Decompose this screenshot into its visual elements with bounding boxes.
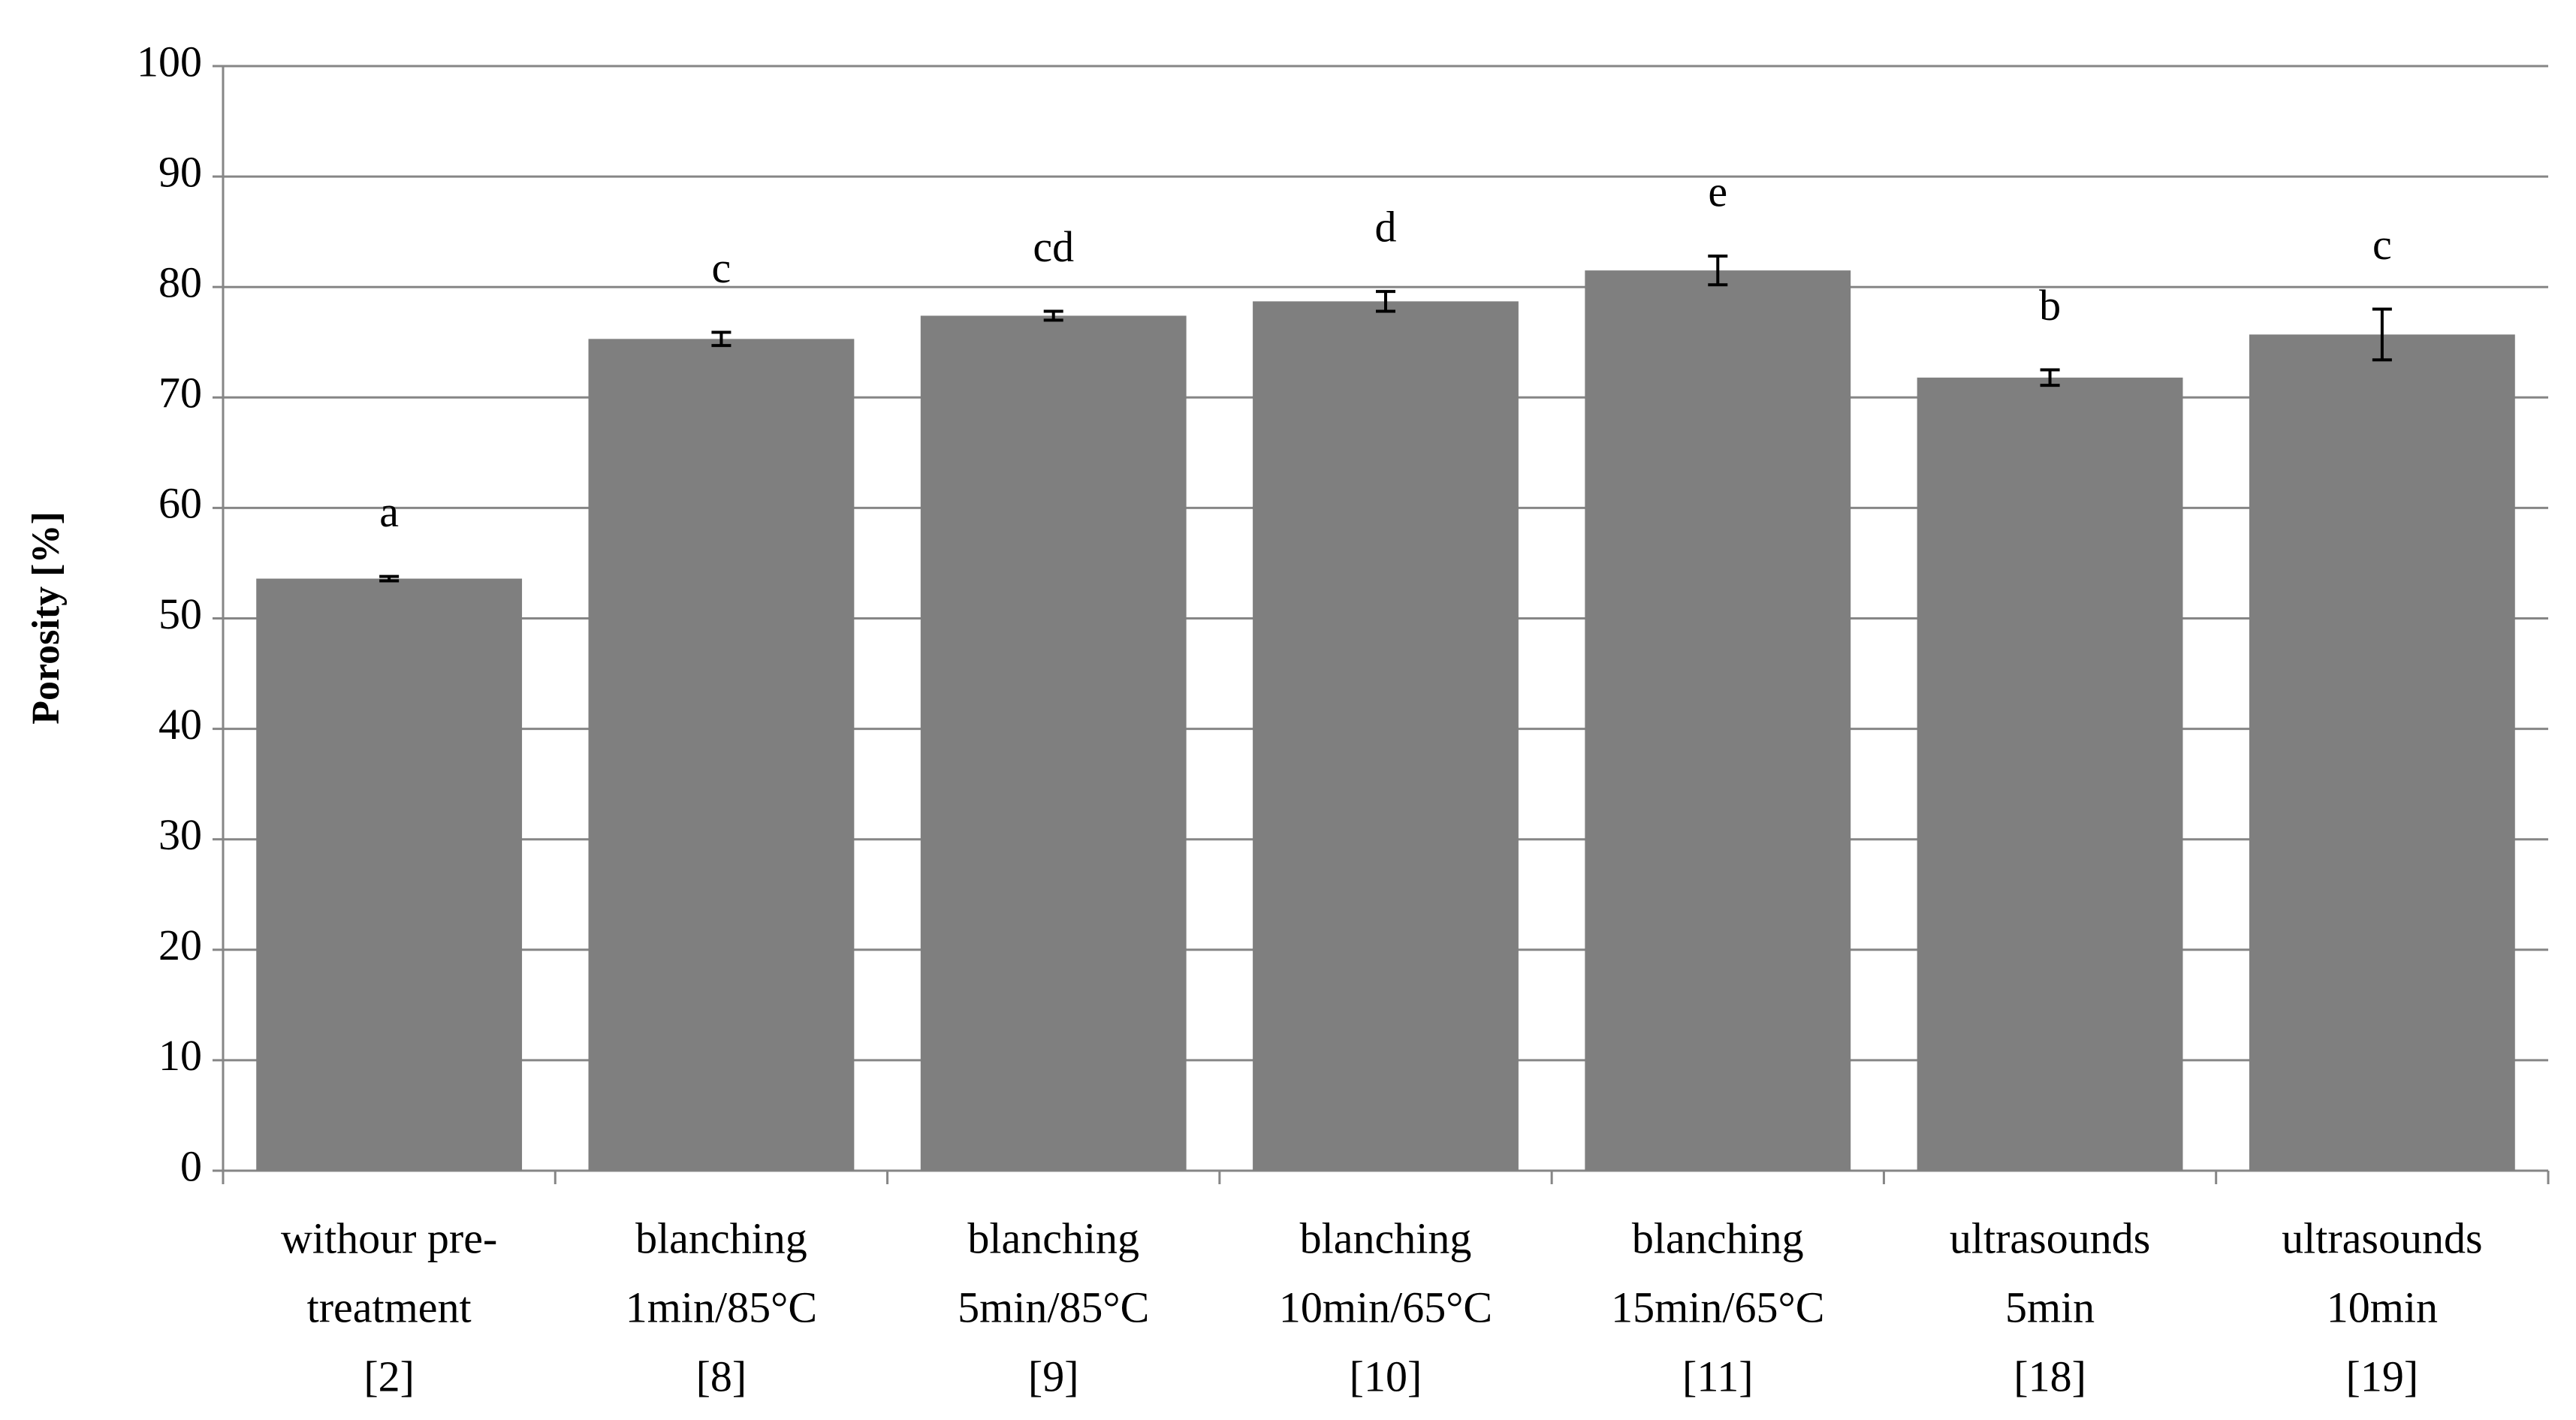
bar <box>1253 301 1519 1171</box>
significance-letter: c <box>712 243 731 292</box>
x-tick-label: [10] <box>1350 1352 1422 1400</box>
x-tick-label: [18] <box>2013 1352 2086 1400</box>
x-tick-label: [8] <box>696 1352 747 1400</box>
x-tick-label: blanching <box>967 1213 1139 1262</box>
x-tick-label: blanching <box>1300 1213 1472 1262</box>
x-tick-label: 15min/65°C <box>1611 1283 1824 1331</box>
x-tick-label: [19] <box>2346 1352 2419 1400</box>
significance-letter: c <box>2372 220 2392 269</box>
significance-letter: b <box>2039 281 2061 330</box>
x-tick-label: treatment <box>307 1283 472 1331</box>
x-tick-label: [2] <box>363 1352 415 1400</box>
y-tick-label: 0 <box>180 1141 202 1190</box>
x-tick-label: ultrasounds <box>1950 1213 2150 1262</box>
y-tick-label: 70 <box>158 369 202 418</box>
y-tick-label: 60 <box>158 479 202 528</box>
y-tick-label: 80 <box>158 258 202 307</box>
x-tick-label: ultrasounds <box>2282 1213 2482 1262</box>
x-tick-label: withour pre- <box>281 1213 497 1262</box>
x-tick-label: 1min/85°C <box>626 1283 817 1331</box>
significance-letter: d <box>1375 202 1397 251</box>
y-tick-label: 90 <box>158 147 202 196</box>
bar <box>588 339 855 1171</box>
significance-letter: e <box>1708 167 1727 216</box>
y-tick-label: 10 <box>158 1031 202 1080</box>
x-tick-label: [9] <box>1028 1352 1079 1400</box>
significance-letter: cd <box>1033 222 1074 271</box>
y-tick-label: 100 <box>137 37 202 86</box>
bar <box>256 578 523 1171</box>
x-tick-label: 5min/85°C <box>958 1283 1149 1331</box>
x-tick-label: [11] <box>1682 1352 1753 1400</box>
y-tick-label: 50 <box>158 589 202 638</box>
x-tick-label: 10min/65°C <box>1279 1283 1492 1331</box>
bar <box>920 315 1187 1171</box>
significance-letter: a <box>379 487 399 536</box>
x-tick-label: 10min <box>2327 1283 2438 1331</box>
y-tick-label: 20 <box>158 921 202 969</box>
bar <box>1585 270 1851 1171</box>
x-tick-label: blanching <box>1632 1213 1804 1262</box>
y-axis-title: Porosity [%] <box>25 511 68 725</box>
bar <box>2249 334 2515 1171</box>
bar <box>1917 377 2183 1171</box>
y-tick-label: 30 <box>158 810 202 859</box>
x-tick-label: blanching <box>635 1213 807 1262</box>
y-tick-label: 40 <box>158 700 202 749</box>
x-tick-label: 5min <box>2005 1283 2095 1331</box>
